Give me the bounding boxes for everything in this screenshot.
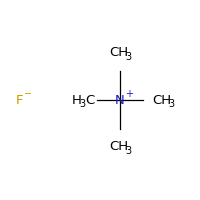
Text: CH: CH [152, 94, 172, 106]
Text: +: + [125, 89, 133, 99]
Text: 3: 3 [168, 99, 174, 109]
Text: F: F [16, 94, 24, 106]
Text: C: C [85, 94, 94, 106]
Text: CH: CH [109, 46, 129, 60]
Text: 3: 3 [125, 52, 131, 62]
Text: H: H [72, 94, 82, 106]
Text: 3: 3 [80, 99, 86, 109]
Text: N: N [115, 94, 125, 106]
Text: −: − [24, 89, 32, 99]
Text: CH: CH [109, 140, 129, 154]
Text: 3: 3 [125, 146, 131, 156]
